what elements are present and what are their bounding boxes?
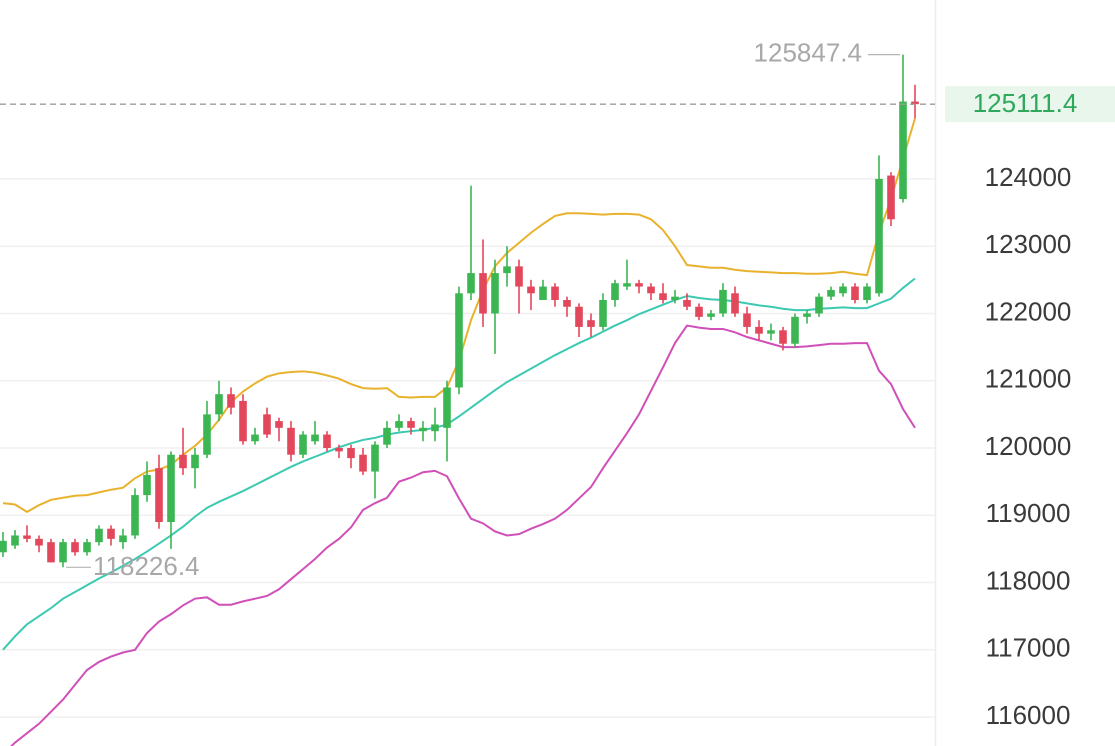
- candle-body: [863, 286, 871, 301]
- candle-body: [407, 421, 415, 428]
- candle-body: [383, 427, 391, 445]
- candle-body: [0, 540, 7, 553]
- min-price-label: 118226.4: [93, 551, 200, 581]
- candle-body: [875, 178, 883, 294]
- y-tick-label: 121000: [985, 364, 1072, 394]
- candle-body: [431, 424, 439, 432]
- candle-body: [911, 101, 919, 105]
- candle-body: [23, 535, 31, 539]
- candle-body: [479, 273, 487, 314]
- candle-body: [707, 313, 715, 317]
- candle-body: [599, 300, 607, 327]
- candle-body: [575, 306, 583, 327]
- candle-body: [227, 394, 235, 408]
- candle-body: [683, 300, 691, 307]
- last-price-label: 125111.4: [973, 88, 1078, 118]
- candle-body: [371, 444, 379, 472]
- candle-body: [839, 286, 847, 294]
- candle-body: [287, 427, 295, 455]
- candle-body: [335, 448, 343, 452]
- candle-body: [11, 535, 19, 546]
- candle-body: [323, 434, 331, 449]
- candle-body: [143, 474, 151, 496]
- candle-body: [635, 283, 643, 287]
- candle-body: [611, 283, 619, 301]
- candle-body: [35, 538, 43, 546]
- candle-body: [767, 330, 775, 334]
- candle-body: [203, 414, 211, 455]
- last-price-box: [945, 86, 1115, 123]
- candle-body: [179, 454, 187, 469]
- candle-body: [551, 286, 559, 301]
- candle-body: [491, 273, 499, 314]
- candle-body: [659, 293, 667, 301]
- plot-area: [0, 54, 935, 746]
- candle-body: [539, 286, 547, 301]
- candle-body: [851, 286, 859, 301]
- candle-body: [791, 316, 799, 344]
- candle-body: [251, 434, 259, 442]
- candle-body: [455, 293, 463, 388]
- candle-body: [563, 300, 571, 307]
- candle-body: [131, 495, 139, 536]
- candle-body: [119, 535, 127, 543]
- candle-body: [515, 266, 523, 287]
- candle-body: [395, 421, 403, 428]
- y-tick-label: 123000: [985, 229, 1072, 259]
- band-line: [2, 277, 916, 651]
- grid: [0, 178, 935, 718]
- y-tick-label: 117000: [986, 633, 1071, 663]
- candle-body: [347, 448, 355, 459]
- candle-body: [419, 427, 427, 432]
- candle-body: [359, 454, 367, 472]
- candle-body: [803, 313, 811, 317]
- candle-body: [827, 289, 835, 297]
- candle-body: [731, 293, 739, 314]
- candle-body: [155, 468, 163, 522]
- candle-body: [467, 273, 475, 294]
- y-tick-label: 122000: [985, 296, 1072, 326]
- candle-body: [623, 283, 631, 287]
- labels: 116000 117000 118000 119000 120000 121000 1220…: [66, 38, 1115, 730]
- candle-body: [191, 454, 199, 469]
- candle-body: [743, 313, 751, 327]
- candle-body: [695, 306, 703, 317]
- y-tick-label: 118000: [986, 565, 1071, 595]
- band-line: [10, 324, 916, 746]
- candle-body: [107, 528, 115, 539]
- candle-body: [83, 542, 91, 553]
- candle-body: [719, 289, 727, 314]
- candle-body: [71, 542, 79, 553]
- candle-body: [275, 421, 283, 428]
- candle-body: [47, 542, 55, 563]
- candle-body: [647, 286, 655, 294]
- candle-body: [443, 387, 451, 428]
- max-price-label: 125847.4: [754, 38, 862, 68]
- candle-body: [167, 454, 175, 522]
- candle-body: [311, 434, 319, 442]
- candle-body: [671, 296, 679, 301]
- candle-body: [779, 330, 787, 344]
- candle-body: [887, 175, 895, 220]
- y-tick-label: 116000: [986, 700, 1071, 730]
- y-tick-label: 120000: [985, 431, 1072, 461]
- candle-body: [95, 528, 103, 543]
- candle-body: [503, 266, 511, 274]
- candle-body: [263, 414, 271, 435]
- y-tick-label: 124000: [985, 162, 1072, 192]
- candle-body: [527, 286, 535, 294]
- candle-body: [239, 400, 247, 442]
- candle-body: [215, 394, 223, 415]
- candle-body: [587, 320, 595, 327]
- candle-body: [815, 296, 823, 314]
- candle-body: [299, 434, 307, 455]
- y-tick-label: 119000: [986, 498, 1071, 528]
- candle-body: [755, 326, 763, 334]
- candle-body: [899, 101, 907, 200]
- candle-body: [59, 542, 67, 563]
